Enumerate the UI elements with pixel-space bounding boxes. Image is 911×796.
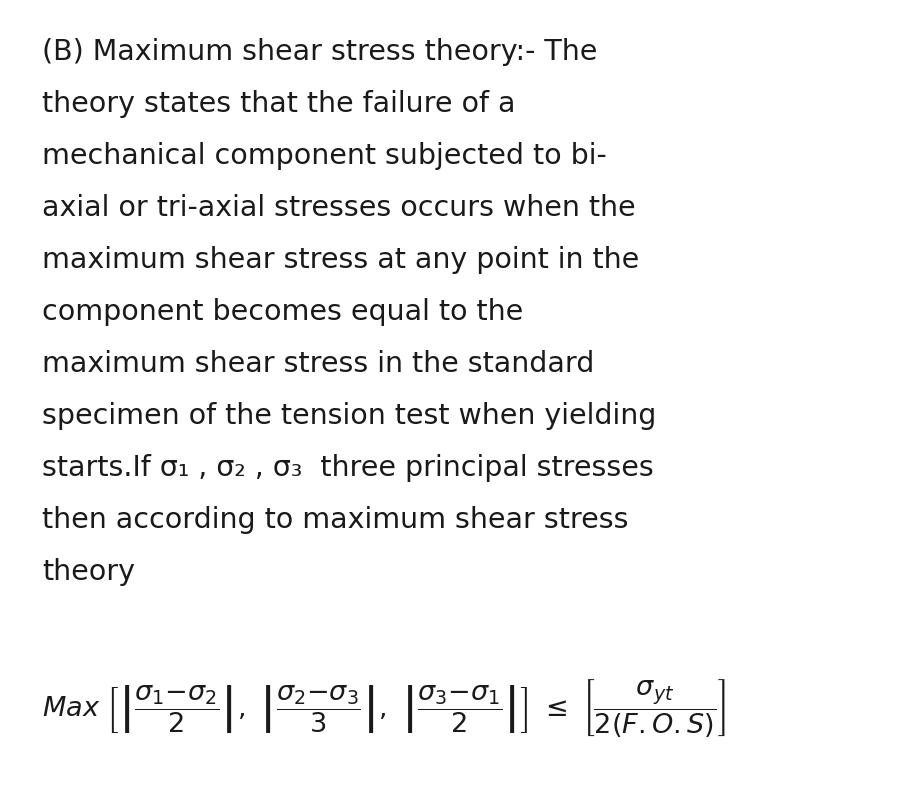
Text: starts.If σ₁ , σ₂ , σ₃  three principal stresses: starts.If σ₁ , σ₂ , σ₃ three principal s… [42,454,653,482]
Text: axial or tri-axial stresses occurs when the: axial or tri-axial stresses occurs when … [42,194,635,222]
Text: (B) Maximum shear stress theory:- The: (B) Maximum shear stress theory:- The [42,38,597,66]
Text: mechanical component subjected to bi-: mechanical component subjected to bi- [42,142,606,170]
Text: theory: theory [42,558,135,586]
Text: maximum shear stress in the standard: maximum shear stress in the standard [42,350,594,378]
Text: maximum shear stress at any point in the: maximum shear stress at any point in the [42,246,639,274]
Text: $\mathit{Max}\ \left[\left|\dfrac{\sigma_1{-}\sigma_2}{2}\right|,\ \left|\dfrac{: $\mathit{Max}\ \left[\left|\dfrac{\sigma… [42,677,725,739]
Text: specimen of the tension test when yielding: specimen of the tension test when yieldi… [42,402,656,430]
Text: theory states that the failure of a: theory states that the failure of a [42,90,515,118]
Text: then according to maximum shear stress: then according to maximum shear stress [42,506,628,534]
Text: component becomes equal to the: component becomes equal to the [42,298,523,326]
